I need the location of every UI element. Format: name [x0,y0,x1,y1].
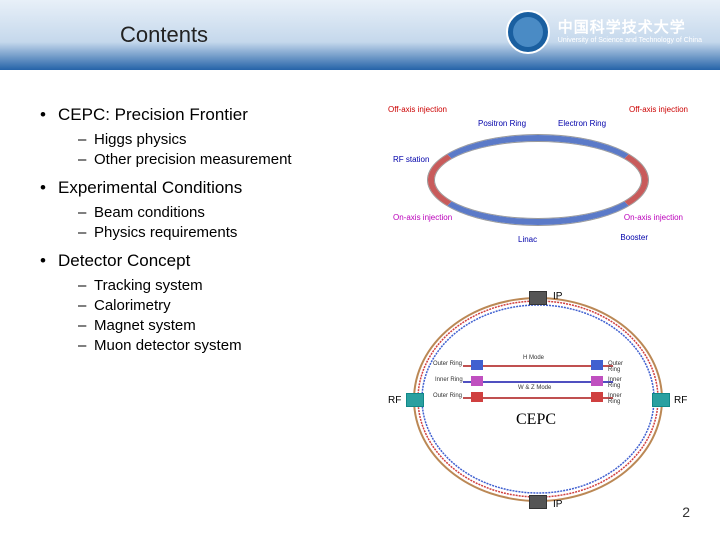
label-inner-r: Inner Ring [608,377,622,389]
bl-node [471,376,483,386]
label-outer-bl: Outer Ring [433,393,462,399]
label-onaxis-l: On-axis injection [393,213,452,222]
label-onaxis-r: On-axis injection [624,213,683,222]
slide-header: Contents 中国科学技术大学 University of Science … [0,0,720,70]
label-rf: RF station [393,155,429,164]
label-inner-br: Inner Ring [608,393,622,405]
beamline-inset: H Mode W & Z Mode Outer Ring Outer Ring … [463,357,613,407]
collider-ring-diagram: Off-axis injection Off-axis injection Po… [388,105,688,260]
label-ip-top: IP [553,291,562,302]
university-name-cn: 中国科学技术大学 [558,19,702,37]
label-outer-r: Outer Ring [608,361,623,373]
label-hmode: H Mode [523,355,544,361]
slide-title: Contents [120,22,208,48]
label-off-axis-l: Off-axis injection [388,105,447,114]
diagram-column: Off-axis injection Off-axis injection Po… [388,105,698,515]
label-ip-bottom: IP [553,499,562,510]
outline-main: CEPC: Precision Frontier [40,105,370,125]
outline-sub: Higgs physics [78,131,370,148]
content-area: CEPC: Precision Frontier Higgs physics O… [0,70,720,515]
outline-sub: Beam conditions [78,204,370,221]
outline-sub: Physics requirements [78,224,370,241]
bl-node [591,360,603,370]
bl-node [471,392,483,402]
page-number: 2 [682,504,690,520]
bl-node [591,392,603,402]
outline-item: Experimental Conditions Beam conditions … [40,178,370,241]
outline-column: CEPC: Precision Frontier Higgs physics O… [40,105,370,515]
outline-sub: Other precision measurement [78,151,370,168]
outline-main: Experimental Conditions [40,178,370,198]
outline-list: CEPC: Precision Frontier Higgs physics O… [40,105,370,354]
outline-sub: Calorimetry [78,297,370,314]
university-text: 中国科学技术大学 University of Science and Techn… [558,19,702,45]
outline-item: CEPC: Precision Frontier Higgs physics O… [40,105,370,168]
cepc-title: CEPC [516,411,556,429]
label-rf-left: RF [388,395,401,406]
cepc-layout-diagram: IP IP RF RF CEPC H Mode W & Z Mode Outer… [388,285,688,515]
label-outer-l: Outer Ring [433,361,462,367]
label-inner-l: Inner Ring [435,377,463,383]
ip-marker-top [529,291,547,305]
university-name-en: University of Science and Technology of … [558,37,702,45]
label-linac: Linac [518,235,537,244]
outline-sub: Magnet system [78,317,370,334]
outline-item: Detector Concept Tracking system Calorim… [40,251,370,354]
label-booster: Booster [620,233,648,242]
logo-badge-icon [506,10,550,54]
label-wzmode: W & Z Mode [518,385,551,391]
storage-ring-icon [428,135,648,225]
rf-marker-left [406,393,424,407]
university-logo: 中国科学技术大学 University of Science and Techn… [506,10,702,54]
ip-marker-bottom [529,495,547,509]
bl-node [591,376,603,386]
label-positron: Positron Ring [478,119,526,128]
outline-main: Detector Concept [40,251,370,271]
label-electron: Electron Ring [558,119,606,128]
label-off-axis-r: Off-axis injection [629,105,688,114]
label-rf-right: RF [674,395,687,406]
rf-marker-right [652,393,670,407]
outline-sub: Muon detector system [78,337,370,354]
bl-node [471,360,483,370]
outline-sub: Tracking system [78,277,370,294]
